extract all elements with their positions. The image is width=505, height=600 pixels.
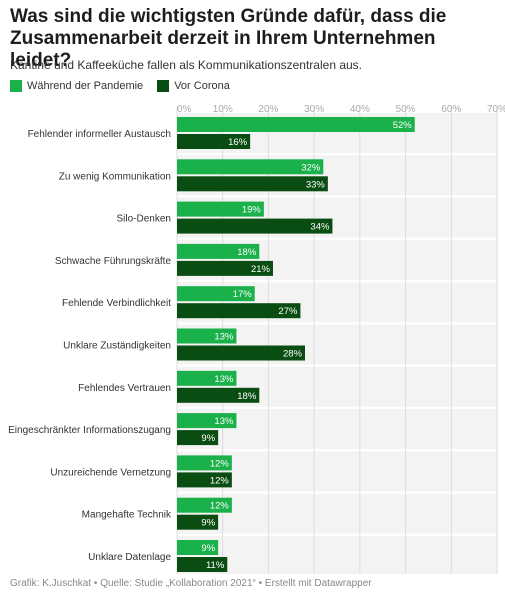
bar-vor-corona bbox=[177, 557, 228, 572]
bar-vor-corona bbox=[177, 303, 301, 319]
bar-pandemie bbox=[177, 455, 232, 471]
legend-swatch-pandemie bbox=[10, 80, 22, 92]
data-label: 19% bbox=[242, 205, 262, 216]
data-label: 12% bbox=[210, 475, 230, 486]
bar-pandemie bbox=[177, 328, 237, 344]
data-label: 18% bbox=[237, 391, 257, 402]
data-label: 34% bbox=[310, 222, 330, 233]
category-label: Eingeschränkter Informationszugang bbox=[8, 425, 171, 436]
bar-vor-corona bbox=[177, 345, 305, 361]
data-label: 12% bbox=[210, 458, 230, 469]
bar-chart: 0% 10% 20% 30% 40% 50% 60% 70% Fehlender informe… bbox=[8, 104, 505, 574]
chart-title: Was sind die wichtigsten Gründe dafür, d… bbox=[10, 6, 447, 71]
category-label: Unklare Zuständigkeiten bbox=[63, 341, 171, 352]
data-label: 32% bbox=[301, 162, 321, 173]
x-tick-label: 20% bbox=[258, 104, 278, 115]
bar-pandemie bbox=[177, 117, 415, 132]
data-label: 27% bbox=[278, 306, 298, 317]
category-label: Zu wenig Kommunikation bbox=[59, 171, 171, 182]
data-label: 52% bbox=[393, 120, 413, 131]
bar-pandemie bbox=[177, 243, 260, 259]
x-tick-label: 10% bbox=[213, 104, 233, 115]
data-label: 28% bbox=[283, 349, 303, 360]
data-label: 33% bbox=[306, 179, 326, 190]
data-label: 13% bbox=[214, 332, 234, 343]
data-label: 16% bbox=[228, 137, 248, 148]
data-label: 9% bbox=[201, 518, 215, 529]
bar-pandemie bbox=[177, 540, 219, 555]
data-label: 17% bbox=[233, 289, 253, 300]
data-label: 13% bbox=[214, 374, 234, 385]
bar-vor-corona bbox=[177, 514, 219, 530]
category-label: Unklare Datenlage bbox=[88, 552, 171, 563]
chart-subtitle: Kantine und Kaffeeküche fallen als Kommu… bbox=[10, 58, 363, 72]
data-label: 9% bbox=[201, 433, 215, 444]
legend-item-pandemie: Während der Pandemie bbox=[10, 80, 143, 92]
x-tick-label: 60% bbox=[441, 104, 461, 115]
bar-vor-corona bbox=[177, 387, 260, 403]
legend-label-pandemie: Während der Pandemie bbox=[27, 80, 144, 92]
legend-swatch-vor-corona bbox=[157, 80, 170, 92]
bar-pandemie bbox=[177, 286, 255, 302]
legend-label-vor-corona: Vor Corona bbox=[174, 80, 230, 92]
data-label: 21% bbox=[251, 264, 271, 275]
data-label: 11% bbox=[206, 560, 225, 571]
x-tick-label: 30% bbox=[304, 104, 324, 115]
x-tick-label: 70% bbox=[487, 104, 505, 115]
data-label: 13% bbox=[214, 416, 234, 427]
category-label: Fehlendes Vertrauen bbox=[78, 383, 171, 394]
bar-vor-corona bbox=[177, 472, 232, 488]
data-label: 9% bbox=[201, 543, 215, 554]
bar-vor-corona bbox=[177, 134, 251, 149]
category-label: Schwache Führungskräfte bbox=[55, 256, 172, 267]
bar-pandemie bbox=[177, 370, 237, 386]
bar-pandemie bbox=[177, 413, 237, 429]
legend: Während der Pandemie Vor Corona bbox=[10, 80, 230, 92]
category-label: Silo-Denken bbox=[117, 214, 171, 225]
category-label: Mangehafte Technik bbox=[82, 510, 172, 521]
bar-vor-corona bbox=[177, 176, 328, 192]
bar-vor-corona bbox=[177, 218, 333, 234]
bar-pandemie bbox=[177, 497, 232, 513]
legend-item-vor-corona: Vor Corona bbox=[157, 80, 230, 92]
bar-vor-corona bbox=[177, 430, 219, 446]
bar-pandemie bbox=[177, 159, 324, 175]
category-label: Fehlende Verbindlichkeit bbox=[62, 298, 171, 309]
category-label: Unzureichende Vernetzung bbox=[50, 467, 171, 478]
bar-pandemie bbox=[177, 201, 264, 217]
data-label: 18% bbox=[237, 247, 257, 258]
bar-vor-corona bbox=[177, 260, 273, 276]
data-label: 12% bbox=[210, 501, 230, 512]
x-tick-label: 50% bbox=[396, 104, 416, 115]
x-tick-label: 40% bbox=[350, 104, 370, 115]
category-label: Fehlender informeller Austausch bbox=[28, 129, 171, 140]
chart-footer: Grafik: K.Juschkat • Quelle: Studie „Kol… bbox=[10, 578, 372, 589]
x-tick-label: 0% bbox=[177, 104, 192, 115]
row-band bbox=[177, 536, 497, 574]
